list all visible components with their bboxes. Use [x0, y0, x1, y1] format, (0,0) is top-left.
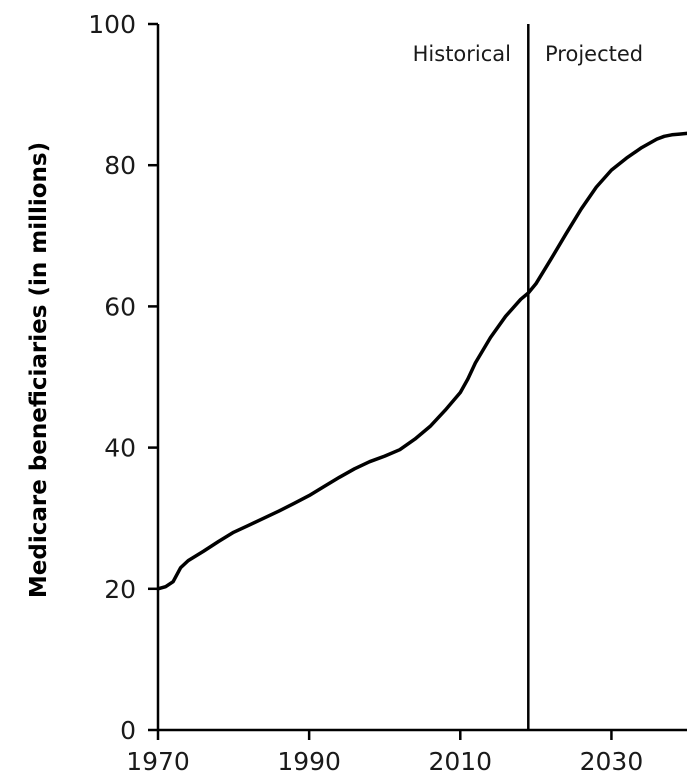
x-tick-label: 2030 — [580, 747, 644, 776]
y-tick-label: 20 — [104, 575, 136, 604]
x-tick-label: 2010 — [428, 747, 492, 776]
x-tick-label: 1990 — [277, 747, 341, 776]
plot-area — [156, 24, 687, 730]
y-tick-label: 0 — [120, 716, 136, 745]
y-tick-label: 100 — [88, 10, 136, 39]
x-tick-label: 1970 — [126, 747, 190, 776]
projected-label: Projected — [545, 42, 643, 66]
y-tick-label: 60 — [104, 292, 136, 321]
historical-label: Historical — [413, 42, 511, 66]
series-line-0 — [156, 131, 687, 591]
y-axis-label: Medicare beneficiaries (in millions) — [26, 142, 52, 598]
axes: 0 20 40 60 80 100 1970 1990 2010 2030 — [88, 10, 687, 776]
y-tick-label: 80 — [104, 151, 136, 180]
y-tick-label: 40 — [104, 434, 136, 463]
